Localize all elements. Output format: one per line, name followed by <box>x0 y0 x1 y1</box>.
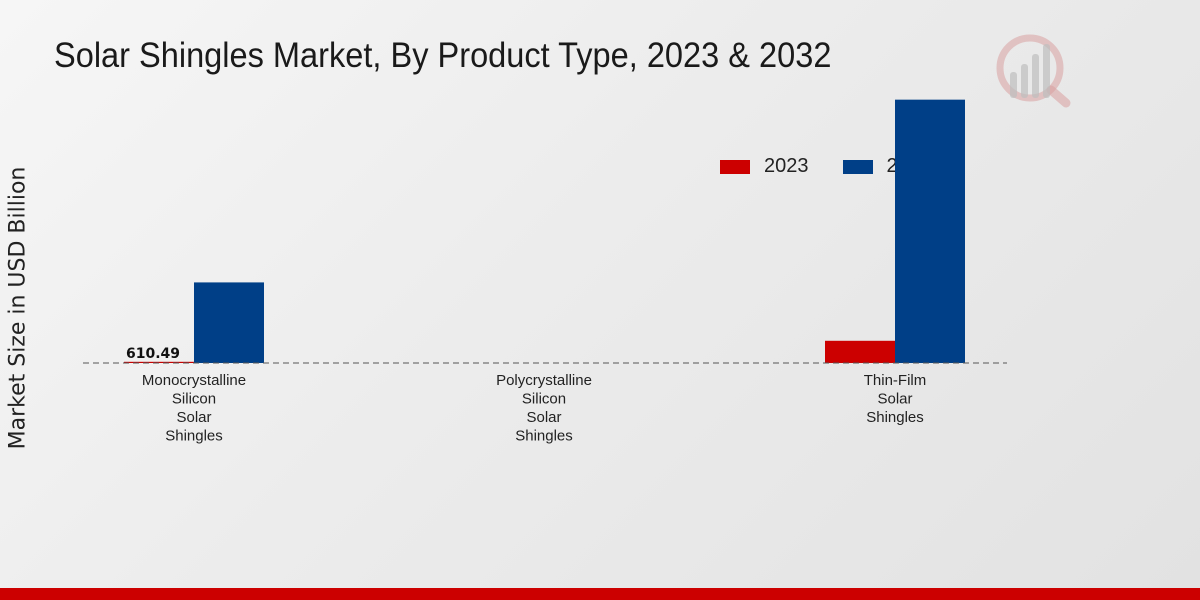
legend-item-2023: 2023 <box>720 155 809 178</box>
x-tick-label-0-3: Shingles <box>165 428 223 445</box>
x-tick-label-1-3: Shingles <box>515 428 573 445</box>
x-tick-label-1-0: Polycrystalline <box>496 372 592 389</box>
bar-2023-2 <box>825 340 895 363</box>
x-tick-label-2-2: Shingles <box>866 409 924 426</box>
legend-swatch-2032 <box>842 159 873 174</box>
bar-2032-2 <box>895 99 965 364</box>
x-tick-label-0-0: Monocrystalline <box>142 372 246 389</box>
x-tick-label-2-1: Solar <box>877 391 912 408</box>
market-research-logo-icon <box>996 34 1071 108</box>
bar-2023-0 <box>124 361 194 363</box>
x-tick-label-0-2: Solar <box>176 409 211 426</box>
bottom-accent-bar <box>0 588 1200 600</box>
legend-swatch-2023 <box>720 159 750 174</box>
data-label-0: 610.49 <box>126 346 180 362</box>
x-tick-label-2-0: Thin-Film <box>864 372 927 389</box>
x-tick-label-1-1: Silicon <box>522 391 566 408</box>
bar-2032-0 <box>194 282 264 363</box>
x-tick-label-1-2: Solar <box>526 409 561 426</box>
x-tick-label-0-1: Silicon <box>172 391 216 408</box>
chart-title: Solar Shingles Market, By Product Type, … <box>54 36 832 75</box>
legend-label-2023: 2023 <box>764 155 809 177</box>
